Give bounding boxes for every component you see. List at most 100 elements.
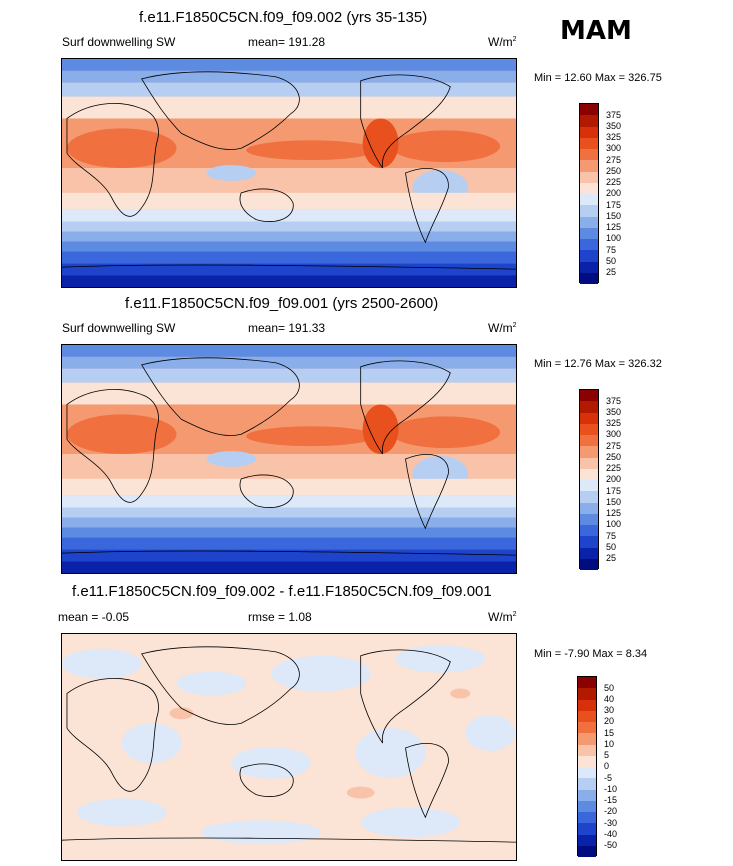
panel-3-rmse: rmse = 1.08 [248,610,312,624]
swatch [580,390,598,402]
swatch [580,435,598,447]
colorbar-tick: 100 [606,233,622,243]
swatch [580,194,598,206]
swatch [580,239,598,251]
colorbar-tick: 50 [606,542,617,552]
colorbar-tick: 350 [606,121,622,131]
colorbar-tick: -10 [604,784,618,794]
swatch [580,216,598,228]
colorbar-tick: 350 [606,407,622,417]
swatch [578,834,596,846]
colorbar-tick: 300 [606,429,622,439]
panel-3-map-plot [62,634,516,860]
colorbar-tick: 325 [606,418,622,428]
colorbar-tick: 200 [606,188,622,198]
colorbar-tick: -15 [604,795,618,805]
panel-1-colorbar [579,103,599,284]
panel-3-mean: mean = -0.05 [58,610,130,624]
colorbar-tick: 0 [604,761,610,771]
panel-2-variable-label: Surf downwelling SW [62,321,176,335]
colorbar-tick: 50 [606,256,617,266]
colorbar-tick: 25 [606,553,617,563]
colorbar-tick: 150 [606,211,622,221]
colorbar-tick: 225 [606,177,622,187]
swatch [580,272,598,284]
colorbar-tick: 150 [606,497,622,507]
colorbar-tick: 75 [606,245,617,255]
colorbar-tick: 75 [606,531,617,541]
swatch [578,845,596,857]
colorbar-tick: 25 [606,267,617,277]
swatch [580,513,598,525]
panel-3-minmax: Min = -7.90 Max = 8.34 [534,648,648,660]
colorbar-tick: -30 [604,818,618,828]
colorbar-tick: 200 [606,474,622,484]
swatch [580,525,598,537]
panel-1-map [61,58,517,288]
colorbar-tick: -50 [604,840,618,850]
swatch [580,115,598,127]
swatch [580,171,598,183]
swatch [578,767,596,779]
swatch [578,823,596,835]
panel-1-mean: mean= 191.28 [248,35,326,49]
colorbar-tick: -5 [604,773,613,783]
swatch [580,182,598,194]
swatch [580,491,598,503]
swatch [580,149,598,161]
panel-3-units: W/m2 [488,610,517,624]
panel-1-map-plot [62,59,516,287]
panel-2-colorbar [579,389,599,570]
swatch [580,423,598,435]
swatch [580,160,598,172]
swatch [580,137,598,149]
panel-2-mean: mean= 191.33 [248,321,326,335]
swatch [580,480,598,492]
swatch [580,227,598,239]
swatch [580,547,598,559]
panel-2-units: W/m2 [488,321,517,335]
colorbar-tick: 175 [606,486,622,496]
panel-3-title: f.e11.F1850C5CN.f09_f09.002 - f.e11.F185… [72,583,492,600]
colorbar-tick: 325 [606,132,622,142]
colorbar-tick: 20 [604,716,615,726]
colorbar-tick: 250 [606,166,622,176]
colorbar-tick: 225 [606,463,622,473]
colorbar-tick: 275 [606,441,622,451]
swatch [580,104,598,116]
swatch [580,205,598,217]
swatch [580,250,598,262]
colorbar-tick: 100 [606,519,622,529]
swatch [580,401,598,413]
swatch [578,778,596,790]
swatch [580,412,598,424]
swatch [580,457,598,469]
panel-3-colorbar [577,676,597,857]
swatch [578,800,596,812]
colorbar-tick: 300 [606,143,622,153]
panel-1-title: f.e11.F1850C5CN.f09_f09.002 (yrs 35-135) [139,9,428,26]
swatch [580,446,598,458]
swatch [578,688,596,700]
colorbar-tick: 250 [606,452,622,462]
swatch [580,558,598,570]
swatch [578,744,596,756]
panel-2-map [61,344,517,574]
swatch [580,468,598,480]
colorbar-tick: 10 [604,739,615,749]
swatch [578,710,596,722]
swatch [578,722,596,734]
colorbar-tick: 275 [606,155,622,165]
panel-3-map [61,633,517,861]
swatch [578,789,596,801]
colorbar-tick: 375 [606,110,622,120]
panel-1-variable-label: Surf downwelling SW [62,35,176,49]
colorbar-tick: 5 [604,750,610,760]
colorbar-tick: 175 [606,200,622,210]
swatch [578,812,596,824]
swatch [580,536,598,548]
swatch [580,126,598,138]
panel-2-title: f.e11.F1850C5CN.f09_f09.001 (yrs 2500-26… [125,295,439,312]
colorbar-tick: 375 [606,396,622,406]
colorbar-tick: 30 [604,705,615,715]
